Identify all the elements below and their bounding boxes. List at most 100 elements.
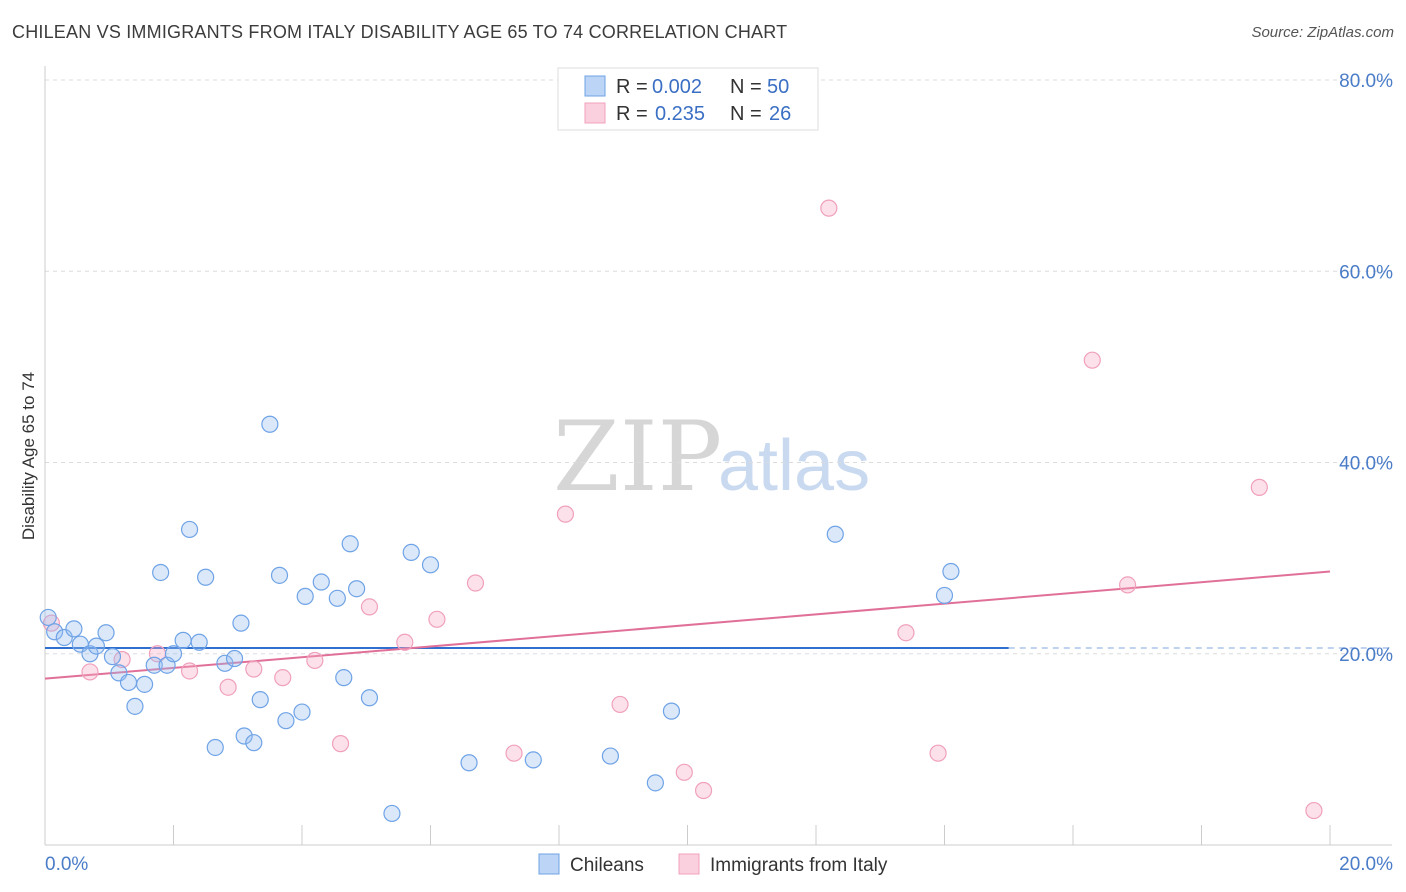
data-point-chileans (312, 573, 330, 591)
data-point-chileans (103, 648, 122, 666)
data-point-chileans (270, 566, 289, 584)
data-point-chileans (152, 563, 170, 582)
data-point-chileans (145, 656, 163, 674)
data-point-italy (331, 735, 350, 753)
source-credit: Source: ZipAtlas.com (1251, 24, 1394, 41)
data-point-chileans (360, 689, 379, 707)
trend-lines (44, 570, 1392, 680)
data-point-chileans (216, 654, 234, 672)
data-point-chileans (55, 628, 73, 647)
watermark-atlas: atlas (718, 426, 870, 506)
legend-n-label-1: N = (730, 76, 762, 98)
x-tick-label: 0.0% (45, 854, 88, 875)
data-point-chileans (251, 691, 269, 709)
data-point-chileans (421, 556, 440, 574)
data-point-italy (1305, 801, 1323, 820)
legend-r-value-2: 0.235 (655, 103, 705, 125)
legend-r-label-1: R = (616, 76, 648, 98)
data-point-chileans (826, 525, 844, 543)
data-point-chileans (65, 620, 83, 638)
data-point-chileans (662, 702, 681, 720)
watermark: ZIP atlas (553, 401, 870, 513)
data-point-italy (694, 781, 713, 800)
data-point-chileans (942, 562, 960, 581)
bottom-legend-swatch-chileans (538, 853, 560, 875)
y-tick-label: 80.0% (1339, 71, 1393, 92)
legend-n-label-2: N = (730, 103, 762, 125)
data-point-chileans (383, 804, 401, 823)
data-point-italy (505, 744, 523, 762)
data-point-chileans (119, 673, 138, 692)
data-point-italy (466, 574, 485, 592)
legend-n-value-2: 26 (769, 103, 791, 125)
data-point-chileans (87, 637, 106, 655)
x-tick-label: 20.0% (1339, 854, 1393, 875)
data-point-italy (219, 678, 237, 696)
gridlines (45, 79, 1392, 655)
data-point-chileans (935, 586, 954, 605)
data-point-italy (306, 651, 324, 670)
legend-swatch-chileans (584, 75, 606, 97)
y-tick-label: 60.0% (1339, 262, 1393, 283)
legend-r-label-2: R = (616, 103, 648, 125)
data-point-italy (396, 633, 414, 651)
legend-swatch-italy (584, 102, 606, 124)
axes (44, 66, 1392, 846)
data-point-chileans (135, 675, 154, 693)
data-point-italy (428, 610, 446, 628)
y-tick-labels: 20.0% 40.0% 60.0% 80.0% (1339, 71, 1393, 666)
data-point-chileans (341, 535, 359, 553)
data-point-chileans (601, 747, 620, 765)
data-point-italy (360, 598, 379, 616)
legend-r-value-1: 0.002 (652, 76, 702, 98)
data-points (39, 199, 1323, 823)
data-point-chileans (277, 712, 295, 730)
data-point-chileans (261, 415, 279, 433)
trend-line-italy (44, 570, 1331, 680)
data-point-italy (929, 744, 947, 762)
data-point-chileans (126, 697, 144, 715)
data-point-italy (611, 695, 629, 714)
data-point-chileans (335, 669, 353, 687)
data-point-chileans (348, 580, 366, 598)
data-point-italy (820, 199, 838, 217)
data-point-italy (180, 662, 199, 680)
data-point-italy (274, 669, 292, 687)
data-point-chileans (164, 645, 183, 663)
data-point-chileans (174, 631, 192, 649)
data-point-chileans (524, 751, 542, 769)
legend: R = 0.002 N = 50 R = 0.235 N = 26 (557, 67, 819, 131)
bottom-legend-swatch-italy (678, 853, 700, 875)
x-tick-labels: 0.0% 20.0% (45, 854, 1393, 875)
bottom-legend-chileans: Chileans (570, 855, 644, 876)
legend-n-value-1: 50 (767, 76, 789, 98)
data-point-chileans (460, 754, 478, 772)
data-point-chileans (97, 624, 115, 642)
bottom-legend: Chileans Immigrants from Italy (538, 853, 888, 876)
data-point-chileans (245, 734, 263, 752)
y-axis-label: Disability Age 65 to 74 (19, 372, 38, 540)
data-point-chileans (190, 633, 208, 651)
data-point-italy (245, 660, 263, 678)
data-point-chileans (235, 727, 253, 745)
data-point-italy (556, 505, 575, 523)
data-point-chileans (402, 543, 420, 561)
data-point-chileans (46, 623, 64, 641)
y-tick-label: 40.0% (1339, 454, 1393, 475)
data-point-chileans (39, 608, 57, 627)
watermark-zip: ZIP (553, 401, 722, 513)
data-point-italy (113, 650, 131, 669)
data-point-chileans (646, 774, 664, 792)
data-point-italy (1083, 351, 1101, 369)
bottom-legend-italy: Immigrants from Italy (710, 855, 888, 876)
data-point-italy (897, 624, 915, 642)
data-point-italy (1119, 576, 1137, 594)
data-point-chileans (197, 568, 215, 586)
data-point-chileans (293, 703, 311, 721)
data-point-italy (81, 663, 99, 681)
data-point-chileans (225, 649, 244, 668)
y-tick-label: 20.0% (1339, 645, 1393, 666)
data-point-chileans (328, 589, 346, 607)
data-point-chileans (232, 614, 250, 632)
